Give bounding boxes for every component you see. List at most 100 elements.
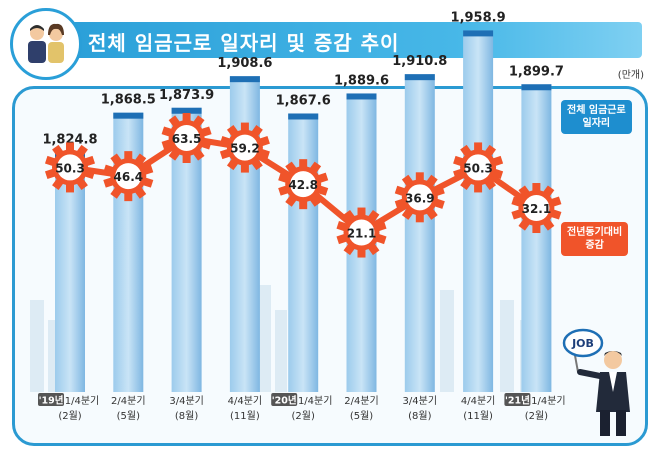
- gear-center: [115, 163, 142, 190]
- bar: [288, 113, 319, 392]
- line-value-label: 42.8: [288, 178, 318, 192]
- x-tick-sublabel: (5월): [117, 410, 140, 422]
- bar-cap: [463, 30, 494, 37]
- gear-marker: 46.4: [103, 151, 154, 202]
- gear-center: [231, 134, 258, 161]
- gear-tooth: [299, 199, 308, 210]
- chart-title: 전체 임금근로 일자리 및 증감 추이: [88, 31, 400, 55]
- x-tick-label: 2/4분기: [344, 395, 379, 407]
- bar-cap: [113, 112, 144, 119]
- x-tick-sublabel: (2월): [525, 410, 548, 422]
- x-tick-sublabel: (8월): [175, 410, 198, 422]
- gear-center: [348, 219, 375, 246]
- gear-marker: 21.1: [336, 207, 387, 258]
- line-value-label: 50.3: [55, 161, 85, 175]
- line-value-label: 46.4: [113, 170, 143, 184]
- legend-line-label: 전년동기대비 증감: [567, 227, 623, 251]
- title-bar: [58, 22, 642, 58]
- line-value-label: 59.2: [230, 142, 260, 156]
- x-tick-label: 4/4분기: [228, 395, 263, 407]
- bar: [404, 74, 435, 392]
- year-tag: '20년: [272, 395, 297, 407]
- x-tick-label: 1/4분기: [298, 395, 333, 407]
- gear-tooth: [66, 182, 74, 193]
- legend-bar-label: 전체 임금근로 일자리: [567, 105, 626, 129]
- gear-marker: 36.9: [394, 172, 445, 223]
- gear-tooth: [415, 212, 424, 223]
- x-tick-label: 3/4분기: [169, 395, 204, 407]
- gear-center: [406, 184, 433, 211]
- skyline-building: [500, 300, 514, 392]
- bar-value-label: 1,958.9: [451, 10, 506, 25]
- gear-center: [173, 124, 200, 151]
- line-value-label: 21.1: [347, 227, 377, 241]
- bar-value-label: 1,873.9: [159, 88, 214, 103]
- gear-tooth: [357, 207, 366, 218]
- gear-tooth: [357, 247, 366, 258]
- gear-marker: 50.3: [453, 142, 504, 193]
- x-tick-sublabel: (2월): [58, 410, 81, 422]
- skyline-building: [48, 320, 58, 392]
- gear-marker: 50.3: [44, 142, 96, 193]
- year-tag-bg: [271, 393, 298, 406]
- gear-tooth: [182, 152, 191, 163]
- gear-tooth: [182, 112, 191, 123]
- skyline-building: [30, 300, 44, 392]
- gear-marker: 32.1: [511, 183, 562, 234]
- gear-tooth: [240, 122, 249, 133]
- x-tick-sublabel: (2월): [292, 410, 315, 422]
- bar-value-label: 1,868.5: [101, 93, 156, 108]
- bar-cap: [404, 74, 435, 81]
- x-tick-sublabel: (11월): [230, 410, 260, 422]
- gear-tooth: [532, 223, 541, 234]
- x-tick-label: 2/4분기: [111, 395, 146, 407]
- gear-tooth: [66, 142, 74, 153]
- gear-marker: 63.5: [161, 112, 212, 163]
- bar-value-label: 1,824.8: [42, 132, 97, 147]
- x-tick-sublabel: (8월): [408, 410, 431, 422]
- skyline-building: [275, 310, 287, 392]
- line-value-label: 36.9: [405, 191, 435, 205]
- gear-center: [523, 195, 550, 222]
- bar-value-label: 1,908.6: [217, 56, 272, 71]
- x-tick-label: 4/4분기: [461, 395, 496, 407]
- line-value-label: 50.3: [463, 161, 493, 175]
- year-tag-bg: [38, 393, 64, 406]
- job-mascot: JOB: [562, 328, 630, 436]
- gear-marker: 59.2: [219, 122, 270, 173]
- gear-tooth: [474, 182, 483, 193]
- gear-tooth: [474, 142, 483, 153]
- x-tick-sublabel: (5월): [350, 410, 373, 422]
- gear-tooth: [124, 191, 133, 202]
- bar-cap: [521, 84, 552, 91]
- gear-marker: 42.8: [278, 159, 329, 210]
- bar-cap: [171, 107, 202, 114]
- bar-value-label: 1,867.6: [276, 93, 331, 108]
- year-tag: '19년: [39, 395, 64, 407]
- gear-tooth: [299, 159, 308, 170]
- year-tag: '21년: [505, 395, 530, 407]
- line-value-label: 63.5: [172, 132, 202, 146]
- unit-label: (만개): [617, 70, 644, 81]
- legend-bar: 전체 임금근로 일자리: [561, 100, 632, 134]
- bar: [521, 84, 552, 392]
- job-badge-text: JOB: [571, 337, 594, 350]
- legend-line: 전년동기대비 증감: [561, 222, 629, 256]
- gear-center: [290, 171, 317, 198]
- bar-value-label: 1,889.6: [334, 73, 389, 88]
- bar-value-label: 1,899.7: [509, 64, 564, 79]
- background-skyline: [30, 285, 530, 392]
- gear-center: [465, 154, 492, 181]
- bar-value-label: 1,910.8: [392, 54, 447, 69]
- bar: [463, 30, 494, 392]
- gear-tooth: [124, 151, 133, 162]
- year-tag-bg: [504, 393, 531, 406]
- gear-center: [57, 154, 83, 181]
- x-tick-label: 3/4분기: [403, 395, 438, 407]
- gear-tooth: [240, 162, 249, 173]
- skyline-building: [440, 290, 454, 392]
- bar-cap: [229, 76, 260, 83]
- x-tick-label: 1/4분기: [65, 395, 100, 407]
- x-tick-sublabel: (11월): [463, 410, 493, 422]
